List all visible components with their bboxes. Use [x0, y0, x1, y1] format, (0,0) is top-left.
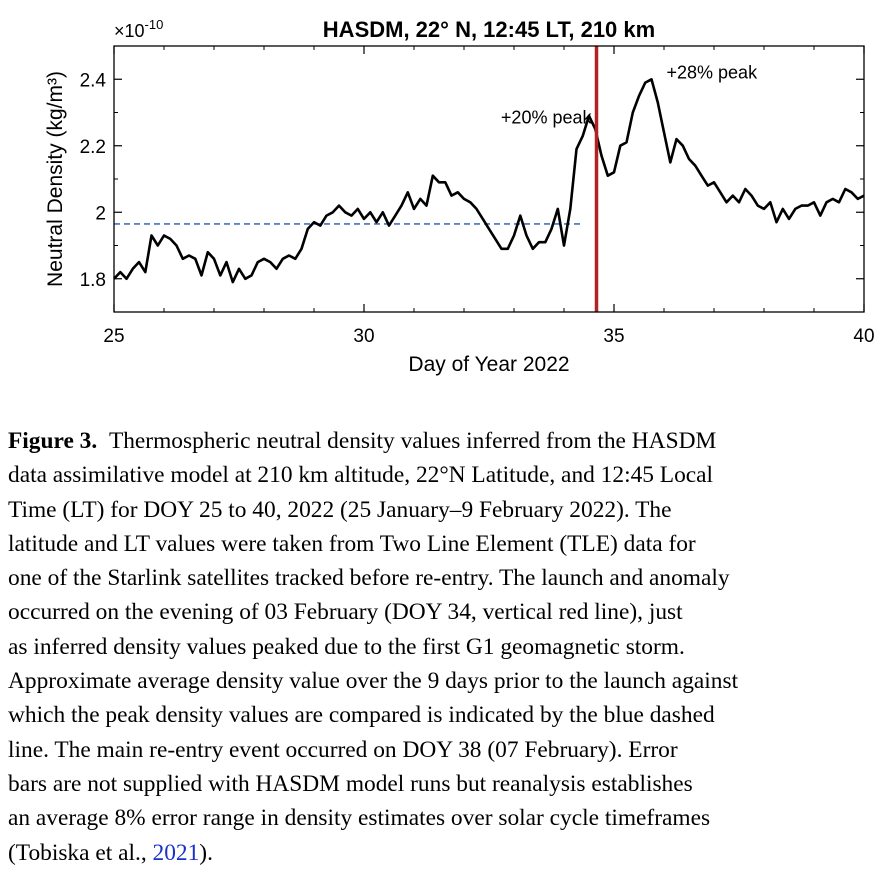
minor-ticks — [114, 45, 864, 313]
caption-line: latitude and LT values were taken from T… — [8, 530, 696, 557]
x-tick-label: 35 — [603, 326, 624, 347]
caption-line: an average 8% error range in density est… — [8, 805, 711, 832]
caption-line: bars are not supplied with HASDM model r… — [8, 770, 693, 797]
y-tick-label: 2.2 — [80, 137, 106, 158]
y-axis-ticks: 1.8 2 2.2 2.4 — [80, 70, 864, 291]
citation-link[interactable]: 2021 — [152, 839, 200, 866]
figure-label: Figure 3. — [8, 428, 98, 454]
caption-line: as inferred density values peaked due to… — [8, 633, 685, 660]
plot-frame — [113, 45, 865, 313]
caption-line: Figure 3. Thermospheric neutral density … — [8, 428, 717, 454]
x-tick-label: 40 — [853, 326, 874, 347]
caption-line: Approximate average density value over t… — [8, 668, 739, 695]
density-series-line — [113, 78, 865, 284]
y-multiplier-label: ×10-10 — [114, 17, 163, 41]
caption-line: data assimilative model at 210 km altitu… — [8, 462, 714, 489]
peak-annotation: +28% peak — [667, 63, 759, 83]
chart-title: HASDM, 22° N, 12:45 LT, 210 km — [323, 17, 655, 42]
caption-line: (Tobiska et al., 2021). — [8, 839, 213, 866]
x-axis-ticks: 25 30 35 40 — [103, 46, 875, 347]
caption-line: one of the Starlink satellites tracked b… — [8, 565, 730, 592]
y-tick-label: 2 — [95, 203, 106, 224]
figure-caption: Figure 3. Thermospheric neutral density … — [8, 424, 890, 870]
x-tick-label: 30 — [353, 326, 374, 347]
caption-line: occurred on the evening of 03 February (… — [8, 599, 683, 626]
density-chart: 25 30 35 40 1.8 2 2.2 2.4 +20% peak +28% peak H… — [44, 17, 875, 376]
caption-line: line. The main re-entry event occurred o… — [8, 736, 678, 763]
x-axis-label: Day of Year 2022 — [408, 353, 569, 376]
peak-annotations: +20% peak +28% peak — [501, 63, 758, 128]
y-tick-label: 1.8 — [80, 270, 106, 291]
peak-annotation: +20% peak — [501, 107, 593, 127]
caption-line: which the peak density values are compar… — [8, 702, 715, 729]
caption-line: Time (LT) for DOY 25 to 40, 2022 (25 Jan… — [8, 496, 672, 523]
x-tick-label: 25 — [103, 326, 124, 347]
y-tick-label: 2.4 — [80, 70, 107, 91]
y-axis-label: Neutral Density (kg/m³) — [44, 71, 67, 287]
